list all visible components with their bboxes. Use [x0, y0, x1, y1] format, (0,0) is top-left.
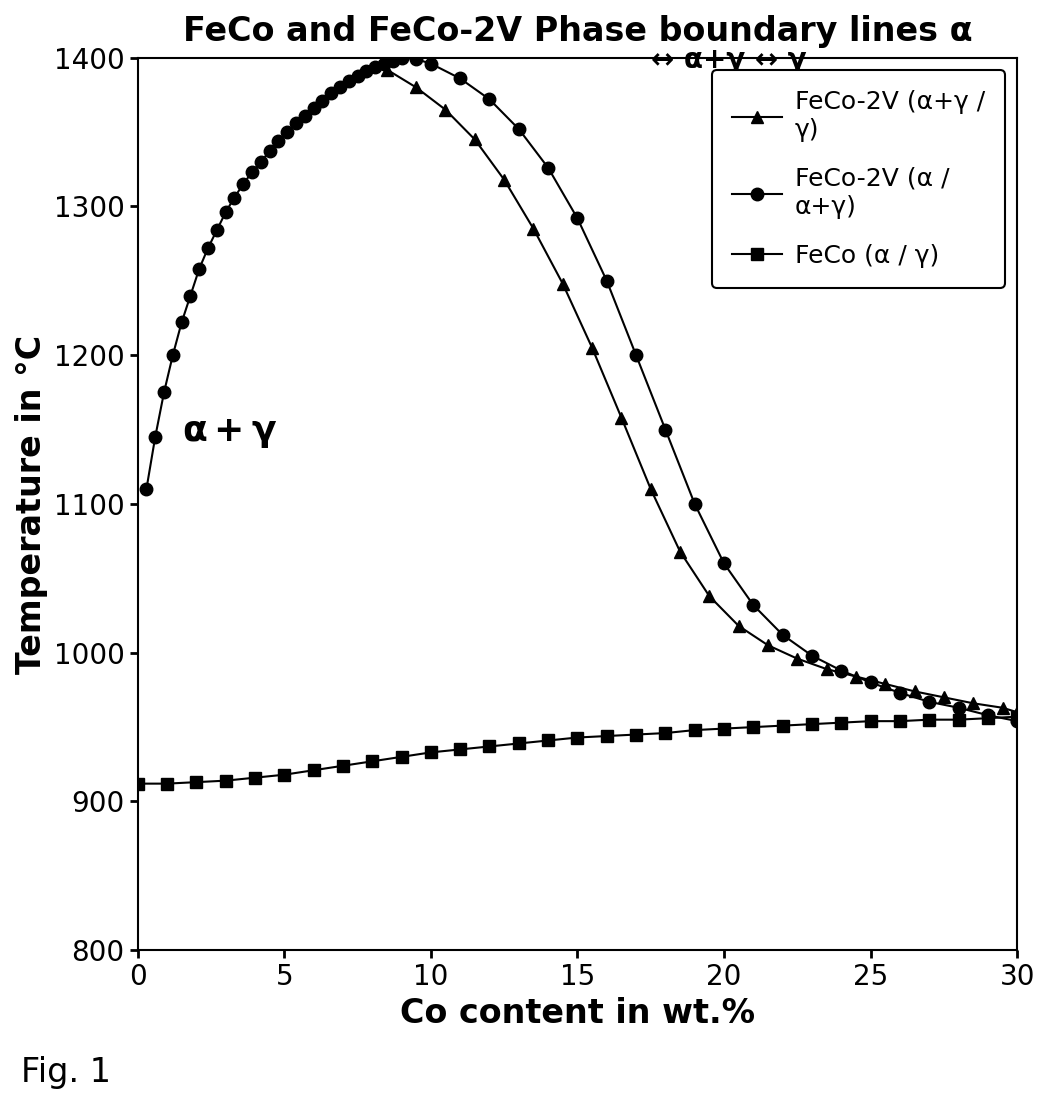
FeCo-2V (α+γ /
γ): [439, 103, 452, 117]
FeCo-2V (α+γ /
γ): [645, 483, 657, 496]
Text: ↔ α+γ ↔ γ: ↔ α+γ ↔ γ: [651, 46, 806, 74]
FeCo-2V (α+γ /
γ): [556, 277, 569, 290]
Title: FeCo and FeCo-2V Phase boundary lines α: FeCo and FeCo-2V Phase boundary lines α: [183, 15, 972, 48]
FeCo-2V (α+γ /
γ): [908, 685, 921, 698]
FeCo-2V (α+γ /
γ): [615, 411, 628, 425]
FeCo (α / γ): [571, 730, 584, 744]
Line: FeCo (α / γ): FeCo (α / γ): [131, 711, 1024, 790]
FeCo-2V (α+γ /
γ): [761, 639, 774, 652]
FeCo-2V (α /
α+γ): [454, 72, 466, 85]
FeCo (α / γ): [424, 746, 437, 759]
FeCo-2V (α /
α+γ): [298, 109, 311, 122]
FeCo-2V (α+γ /
γ): [468, 133, 481, 146]
FeCo (α / γ): [630, 728, 643, 741]
FeCo (α / γ): [454, 742, 466, 756]
FeCo-2V (α+γ /
γ): [498, 173, 510, 186]
FeCo (α / γ): [718, 722, 731, 735]
FeCo (α / γ): [190, 776, 203, 789]
FeCo (α / γ): [249, 771, 261, 784]
FeCo-2V (α+γ /
γ): [879, 678, 891, 691]
FeCo (α / γ): [131, 777, 144, 790]
FeCo (α / γ): [161, 777, 173, 790]
FeCo (α / γ): [894, 715, 906, 728]
Line: FeCo-2V (α /
α+γ): FeCo-2V (α / α+γ): [140, 52, 1024, 727]
FeCo-2V (α+γ /
γ): [820, 662, 833, 675]
Text: Fig. 1: Fig. 1: [21, 1056, 111, 1089]
FeCo (α / γ): [952, 713, 965, 726]
FeCo-2V (α+γ /
γ): [791, 652, 803, 666]
FeCo-2V (α /
α+γ): [140, 483, 152, 496]
Text: $\mathbf{\alpha+\gamma}$: $\mathbf{\alpha+\gamma}$: [182, 416, 277, 450]
FeCo (α / γ): [601, 729, 613, 743]
FeCo (α / γ): [1011, 711, 1024, 724]
FeCo-2V (α /
α+γ): [175, 316, 188, 329]
FeCo-2V (α+γ /
γ): [967, 696, 980, 710]
FeCo-2V (α+γ /
γ): [586, 341, 598, 354]
FeCo (α / γ): [659, 726, 672, 739]
FeCo (α / γ): [337, 759, 350, 772]
FeCo-2V (α /
α+γ): [512, 122, 525, 135]
FeCo-2V (α /
α+γ): [1011, 715, 1024, 728]
FeCo-2V (α+γ /
γ): [849, 670, 862, 683]
FeCo-2V (α+γ /
γ): [380, 63, 393, 76]
FeCo (α / γ): [512, 737, 525, 750]
FeCo (α / γ): [395, 750, 407, 763]
FeCo-2V (α /
α+γ): [352, 69, 364, 82]
FeCo (α / γ): [308, 763, 320, 777]
FeCo-2V (α+γ /
γ): [527, 222, 540, 235]
FeCo (α / γ): [219, 774, 232, 788]
FeCo-2V (α+γ /
γ): [674, 544, 687, 558]
FeCo-2V (α /
α+γ): [395, 51, 407, 64]
FeCo (α / γ): [483, 740, 496, 754]
FeCo-2V (α+γ /
γ): [1011, 705, 1024, 718]
FeCo (α / γ): [982, 712, 994, 725]
FeCo (α / γ): [835, 716, 847, 729]
X-axis label: Co content in wt.%: Co content in wt.%: [400, 997, 755, 1030]
FeCo-2V (α+γ /
γ): [733, 619, 746, 632]
FeCo (α / γ): [365, 755, 378, 768]
FeCo (α / γ): [776, 719, 789, 733]
FeCo (α / γ): [278, 768, 291, 781]
FeCo-2V (α /
α+γ): [923, 695, 936, 708]
Line: FeCo-2V (α+γ /
γ): FeCo-2V (α+γ / γ): [380, 64, 1024, 718]
FeCo-2V (α+γ /
γ): [938, 691, 950, 704]
FeCo-2V (α+γ /
γ): [996, 701, 1009, 714]
Y-axis label: Temperature in °C: Temperature in °C: [15, 334, 48, 673]
FeCo (α / γ): [864, 715, 877, 728]
FeCo (α / γ): [542, 734, 554, 747]
FeCo-2V (α+γ /
γ): [410, 80, 422, 94]
FeCo (α / γ): [923, 713, 936, 726]
FeCo (α / γ): [747, 720, 759, 734]
FeCo-2V (α+γ /
γ): [704, 590, 716, 603]
FeCo (α / γ): [689, 724, 701, 737]
Legend: FeCo-2V (α+γ /
γ), FeCo-2V (α /
α+γ), FeCo (α / γ): FeCo-2V (α+γ / γ), FeCo-2V (α / α+γ), Fe…: [712, 70, 1005, 288]
FeCo (α / γ): [805, 717, 818, 730]
